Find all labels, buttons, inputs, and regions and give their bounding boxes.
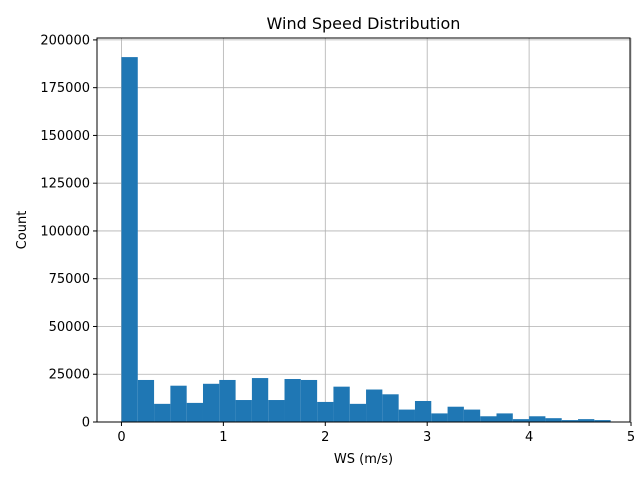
axes-frame bbox=[96, 37, 631, 423]
x-tick-label: 2 bbox=[321, 430, 329, 445]
histogram-bar bbox=[529, 416, 546, 422]
y-axis-ticks: 0 25000 50000 75000 100000 125000 150000 175000… bbox=[40, 33, 97, 431]
histogram-bar bbox=[251, 378, 269, 422]
histogram-bar bbox=[463, 409, 481, 422]
histogram-bar bbox=[382, 394, 399, 422]
histogram-bar bbox=[154, 403, 171, 422]
histogram-bar bbox=[284, 379, 301, 422]
y-axis-label: Count bbox=[15, 211, 30, 250]
histogram-bar bbox=[268, 400, 285, 422]
x-axis-ticks: 0 1 2 3 4 5 bbox=[117, 422, 635, 445]
histogram-bar bbox=[349, 403, 367, 422]
histogram-bar bbox=[480, 416, 497, 422]
histogram-bar bbox=[398, 409, 415, 422]
histogram-bar bbox=[170, 385, 187, 422]
histogram-bar bbox=[333, 386, 350, 422]
histogram-bar bbox=[447, 406, 464, 422]
y-tick-label: 100000 bbox=[40, 224, 90, 239]
histogram-bar bbox=[137, 379, 155, 422]
histogram-bar bbox=[300, 379, 318, 422]
y-tick-label: 25000 bbox=[49, 368, 90, 383]
x-tick-label: 0 bbox=[117, 430, 125, 445]
histogram-bar bbox=[545, 418, 562, 422]
histogram-bar bbox=[561, 420, 579, 422]
y-tick-label: 175000 bbox=[40, 81, 90, 96]
histogram-bar bbox=[496, 413, 513, 422]
y-tick-label: 125000 bbox=[40, 177, 90, 192]
x-tick-label: 1 bbox=[219, 430, 227, 445]
x-tick-label: 3 bbox=[423, 430, 431, 445]
histogram-bar bbox=[366, 389, 383, 422]
histogram-bar bbox=[414, 400, 432, 422]
histogram-bar bbox=[121, 57, 138, 422]
chart-title: Wind Speed Distribution bbox=[267, 14, 461, 33]
histogram-bar bbox=[317, 401, 334, 422]
histogram-bar bbox=[431, 413, 448, 422]
histogram-bar bbox=[202, 383, 220, 422]
histogram-bar bbox=[578, 419, 595, 422]
x-tick-label: 4 bbox=[525, 430, 533, 445]
y-tick-label: 0 bbox=[82, 416, 90, 431]
histogram-bar bbox=[235, 400, 252, 422]
x-axis-label: WS (m/s) bbox=[334, 452, 393, 467]
y-tick-label: 75000 bbox=[49, 272, 90, 287]
histogram-bar bbox=[512, 419, 530, 422]
histogram-bar bbox=[594, 420, 611, 422]
x-tick-label: 5 bbox=[627, 430, 635, 445]
histogram-bar bbox=[186, 402, 203, 422]
y-tick-label: 200000 bbox=[40, 33, 90, 48]
y-tick-label: 150000 bbox=[40, 129, 90, 144]
histogram-bar bbox=[219, 379, 236, 422]
grid-lines bbox=[97, 38, 632, 423]
y-tick-label: 50000 bbox=[49, 320, 90, 335]
histogram-bars bbox=[121, 57, 611, 422]
